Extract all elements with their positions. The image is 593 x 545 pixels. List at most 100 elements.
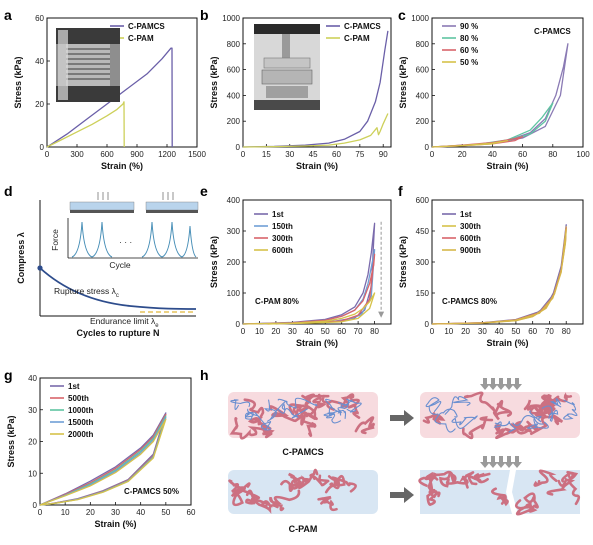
x-axis-label-g: Strain (%) xyxy=(94,519,136,529)
series-line-c-3 xyxy=(431,139,509,148)
polymer-chain xyxy=(228,479,253,496)
polymer-chain xyxy=(425,397,442,415)
legend-label: 80 % xyxy=(460,34,478,43)
x-tick-label: 75 xyxy=(355,150,364,159)
series-line-e-2 xyxy=(242,253,376,325)
x-tick-label: 20 xyxy=(461,327,470,336)
y-tick-label: 30 xyxy=(28,406,37,415)
series-line-f-3 xyxy=(431,228,567,325)
legend-label: 50 % xyxy=(460,58,478,67)
x-tick-label: 0 xyxy=(430,327,435,336)
x-axis-label-a: Strain (%) xyxy=(101,161,143,171)
x-tick-label: 600 xyxy=(100,150,114,159)
y-tick-label: 60 xyxy=(35,14,44,23)
polymer-chain xyxy=(354,416,376,435)
polymer-chain xyxy=(300,413,317,437)
legend-label: 1st xyxy=(272,210,284,219)
x-tick-label: 40 xyxy=(136,508,145,517)
chart-annotation-g: C-PAMCS 50% xyxy=(124,487,179,496)
polymer-chain xyxy=(331,474,357,493)
y-tick-label: 40 xyxy=(35,57,44,66)
polymer-chain xyxy=(269,489,301,512)
x-tick-label: 15 xyxy=(262,150,271,159)
inset-ylabel: Force xyxy=(50,229,60,251)
y-tick-label: 0 xyxy=(33,501,38,510)
polymer-chain xyxy=(523,492,539,513)
polymer-chain xyxy=(243,398,266,429)
x-tick-label: 100 xyxy=(576,150,590,159)
panel-label-b: b xyxy=(200,7,209,23)
polymer-chain xyxy=(550,398,562,408)
x-axis-label-c: Strain (%) xyxy=(486,161,528,171)
y-axis-label-g: Stress (kPa) xyxy=(6,415,16,467)
series-line-f-0 xyxy=(431,224,567,325)
y-tick-label: 150 xyxy=(416,289,430,298)
compression-arrows-top xyxy=(480,378,522,390)
start-point xyxy=(37,265,43,271)
y-tick-label: 10 xyxy=(28,469,37,478)
x-tick-label: 50 xyxy=(321,327,330,336)
legend-label: C-PAM xyxy=(128,34,154,43)
panel-label-e: e xyxy=(200,183,208,199)
polymer-chain xyxy=(230,483,244,507)
x-tick-label: 0 xyxy=(38,508,43,517)
panel-label-h: h xyxy=(200,367,209,383)
y-tick-label: 100 xyxy=(227,289,241,298)
series-line-b-1 xyxy=(242,113,389,148)
inset-dots: · · · xyxy=(119,237,132,247)
x-tick-label: 0 xyxy=(45,150,50,159)
x-tick-label: 0 xyxy=(241,150,246,159)
inset-xlabel: Cycle xyxy=(109,260,131,270)
legend-label: 2000th xyxy=(68,430,93,439)
polymer-chain xyxy=(323,412,342,424)
polymer-chain xyxy=(304,393,330,406)
x-tick-label: 0 xyxy=(430,150,435,159)
y-tick-label: 600 xyxy=(416,66,430,75)
polymer-chain xyxy=(459,471,489,489)
polymer-chain xyxy=(557,470,579,487)
polymer-chain xyxy=(245,489,261,505)
legend-label: 600th xyxy=(272,246,293,255)
polymer-chain xyxy=(463,391,497,415)
arrow-right-bottom xyxy=(390,487,414,503)
x-tick-label: 900 xyxy=(130,150,144,159)
chart-annotation-c: C-PAMCS xyxy=(534,27,571,36)
y-tick-label: 0 xyxy=(40,143,45,152)
polymer-chain xyxy=(418,471,439,492)
y-tick-label: 200 xyxy=(227,258,241,267)
polymer-chain xyxy=(439,472,469,488)
series-line-b-0 xyxy=(242,30,389,148)
legend-label: 1500th xyxy=(68,418,93,427)
chart-b: 0 15 30 45 60 75 90 0 200 400 600 800 1000 Strain (%)… xyxy=(209,14,392,171)
rupture-label: Rupture stress λc xyxy=(54,286,119,299)
y-tick-label: 0 xyxy=(236,143,241,152)
y-tick-label: 300 xyxy=(227,227,241,236)
polymer-chain xyxy=(324,475,341,494)
legend-label: 90 % xyxy=(460,22,478,31)
polymer-chain xyxy=(253,498,279,514)
x-tick-label: 90 xyxy=(379,150,388,159)
polymer-chain xyxy=(444,396,471,415)
legend-label: C-PAM xyxy=(344,34,370,43)
chart-annotation-f: C-PAMCS 80% xyxy=(442,297,497,306)
polymer-chain xyxy=(287,472,311,490)
x-tick-label: 50 xyxy=(511,327,520,336)
photo-inset-b xyxy=(254,24,320,110)
x-axis-label-f: Strain (%) xyxy=(486,338,528,348)
series-line-e-1 xyxy=(242,248,376,325)
polymer-chain xyxy=(493,420,517,433)
polymer-chain xyxy=(280,476,302,493)
panel-label-g: g xyxy=(4,367,13,383)
series-line-f-1 xyxy=(431,226,567,325)
polymer-chain xyxy=(291,468,319,490)
endurance-label: Endurance limit λe xyxy=(90,316,159,329)
axes-frame-b xyxy=(242,17,392,148)
polymer-chain xyxy=(229,417,258,440)
x-tick-label: 60 xyxy=(332,150,341,159)
polymer-chain xyxy=(338,398,362,413)
polymer-fibers xyxy=(228,391,581,516)
y-tick-label: 20 xyxy=(35,100,44,109)
